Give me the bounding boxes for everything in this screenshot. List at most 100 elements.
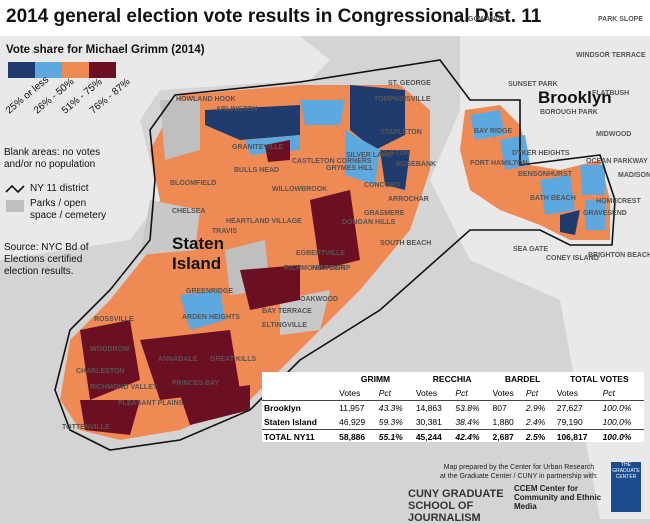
place-label: ARROCHAR (388, 196, 429, 203)
place-label: BENSONHURST (518, 171, 573, 178)
subheader: Votes (415, 388, 438, 398)
table-cell: 2,687 (492, 432, 514, 442)
place-label: BAY RIDGE (474, 128, 513, 135)
table-cell: 1,880 (492, 417, 514, 427)
map-title: 2014 general election vote results in Co… (6, 6, 542, 27)
table-cell: 55.1% (378, 432, 403, 442)
place-label: BULLS HEAD (234, 167, 280, 174)
place-label: BATH BEACH (530, 195, 576, 202)
place-label: GRASMERE (364, 210, 405, 217)
parks-note: Parks / open space / cemetery (30, 198, 107, 221)
place-label: PRINCES BAY (172, 380, 220, 387)
place-label: HEARTLAND VILLAGE (226, 218, 302, 225)
ccem-logo: CCEM Center for Community and Ethnic Med… (514, 484, 602, 511)
place-label: GREENRIDGE (186, 288, 234, 295)
credit-note: Map prepared by the Center for Urban Res… (440, 463, 598, 481)
place-label: TRAVIS (212, 228, 238, 235)
place-label: TOTTENVILLE (62, 424, 110, 431)
table-row: Brooklyn 11,957 43.3% 14,863 53.8% 807 2.9% 27,… (262, 401, 644, 416)
place-label: BAY TERRACE (262, 308, 312, 315)
subheader: Pct (525, 388, 539, 398)
graduate-center-logo: THE GRADUATE CENTER (611, 462, 641, 512)
place-label: CONEY ISLAND (546, 255, 599, 262)
place-label: GRYMES HILL (326, 165, 374, 172)
table-row: TOTAL NY11 58,886 55.1% 45,244 42.4% 2,687 2.5… (262, 429, 644, 445)
table-cell: 2.5% (525, 432, 546, 442)
staten-island-label: Staten Island (172, 234, 224, 273)
ny11-district-outline (54, 59, 616, 451)
place-label: CONCORD (364, 182, 401, 189)
table-cell: 807 (492, 403, 507, 413)
table-cell: 30,381 (415, 417, 442, 427)
table-cell: 100.0% (602, 432, 632, 442)
district-line-legend-icon (5, 184, 25, 194)
subheader: Pct (378, 388, 391, 398)
header-total: TOTAL VOTES (570, 374, 629, 384)
header-grimm: GRIMM (360, 374, 391, 384)
place-label: ARLINGTON (216, 106, 258, 113)
subheader: Pct (602, 388, 615, 398)
place-label: DONGAN HILLS (342, 219, 396, 226)
place-label: WOODROW (90, 346, 130, 353)
place-label: OCEAN PARKWAY (586, 158, 648, 165)
place-label: GREAT KILLS (210, 356, 257, 363)
subheader: Votes (492, 388, 514, 398)
table-cell: 46,929 (339, 417, 366, 427)
legend-swatch-1 (8, 62, 35, 78)
credit-line-1: Map prepared by the Center for Urban Res… (443, 464, 595, 471)
place-label: MADISON (618, 172, 650, 179)
place-label: TOMPKINSVILLE (374, 96, 431, 103)
brooklyn-label: Brooklyn (538, 88, 612, 107)
blank-areas-note: Blank areas: no votes and/or no populati… (4, 147, 101, 170)
place-label: ANNADALE (158, 356, 198, 363)
place-label: CHARLESTON (76, 368, 125, 375)
place-label: WILLOWBROOK (272, 186, 328, 193)
row-name: Staten Island (264, 417, 317, 427)
table-cell: 14,863 (415, 403, 442, 413)
legend-swatches (8, 62, 116, 78)
place-label: ROSEBANK (396, 161, 437, 168)
table-cell: 43.3% (378, 403, 403, 413)
table-cell: 53.8% (455, 403, 480, 413)
table-cell: 79,190 (556, 417, 583, 427)
table-row: Staten Island 46,929 59.3% 30,381 38.4% 1,880… (262, 415, 644, 430)
source-note: Source: NYC Bd of Elections certified el… (4, 242, 89, 277)
place-label: PARK SLOPE (598, 16, 643, 23)
table-cell: 27,627 (556, 403, 583, 413)
place-label: OAKWOOD (300, 296, 339, 303)
table-cell: 2.9% (525, 403, 546, 413)
place-label: RICHMOND TOWN (284, 265, 346, 272)
table-cell: 58,886 (339, 432, 366, 442)
place-label: HOMECREST (596, 198, 641, 205)
place-label: CHELSEA (172, 208, 206, 215)
row-name: TOTAL NY11 (264, 432, 315, 442)
district-map (0, 36, 650, 519)
table-cell: 45,244 (415, 432, 442, 442)
results-table: GRIMM RECCHIA BARDEL TOTAL VOTES Votes P… (262, 372, 644, 442)
subheader: Votes (556, 388, 578, 398)
place-label: DYKER HEIGHTS (512, 150, 570, 157)
place-label: NEW DORP (312, 265, 351, 272)
place-label: GRANITEVILLE (232, 144, 284, 151)
credit-line-2: at the Graduate Center / CUNY in partner… (440, 473, 598, 480)
table-cell: 106,817 (556, 432, 588, 442)
legend-swatch-2 (35, 62, 62, 78)
table-subheader-row: Votes Pct Votes Pct Votes Pct Votes Pct (262, 386, 644, 401)
place-label: FORT HAMILTON (470, 160, 528, 167)
header-bardel: BARDEL (504, 374, 541, 384)
place-label: GRAVESEND (583, 210, 627, 217)
table-cell: 11,957 (339, 403, 365, 413)
parks-legend-icon (6, 200, 24, 212)
place-label: CASTLETON CORNERS (292, 158, 372, 165)
place-label: SILVER LAKE (346, 152, 392, 159)
table-cell: 2.4% (525, 417, 546, 427)
place-label: ROSSVILLE (94, 316, 134, 323)
place-label: BLOOMFIELD (170, 180, 217, 187)
place-label: ELTINGVILLE (262, 322, 307, 329)
place-label: GOWANUS (468, 16, 505, 23)
table-header-row: GRIMM RECCHIA BARDEL TOTAL VOTES (262, 372, 644, 386)
table-cell: 42.4% (455, 432, 480, 442)
place-label: ST. GEORGE (388, 80, 431, 87)
place-label: BOROUGH PARK (540, 109, 598, 116)
place-label: WINDSOR TERRACE (576, 52, 646, 59)
